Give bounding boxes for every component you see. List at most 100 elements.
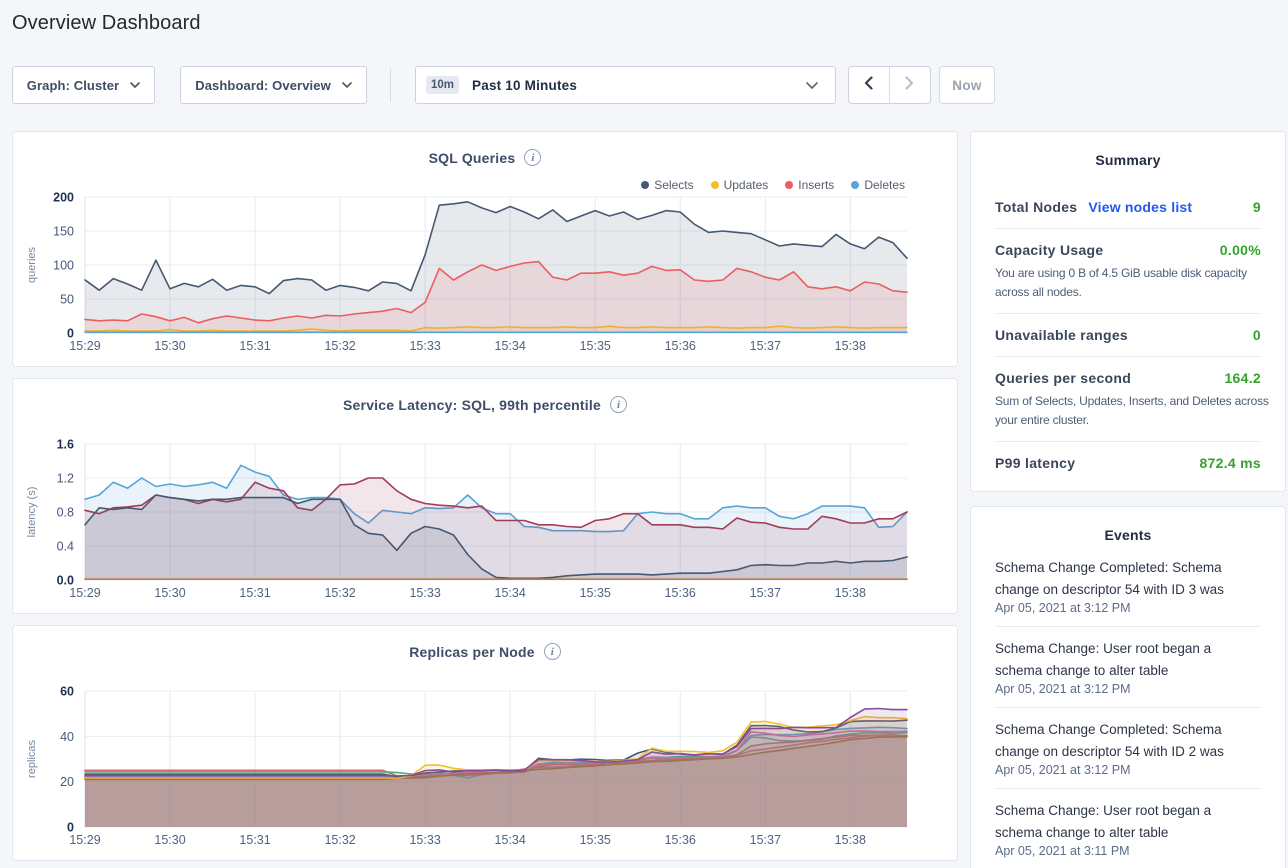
charts-column: SQL Queries i Selects Updates Inserts Deletes… [12,131,958,868]
x-tick-label: 15:33 [409,586,440,600]
summary-row-caption: Sum of Selects, Updates, Inserts, and De… [995,394,1269,427]
series-area-replicas-node-8 [85,716,907,827]
info-icon[interactable]: i [543,643,561,660]
x-tick-label: 15:35 [580,586,611,600]
x-tick-label: 15:36 [665,586,696,600]
legend-label: Updates [723,178,769,192]
view-nodes-list-link[interactable]: View nodes list [1088,199,1193,215]
graph-scope-dropdown[interactable]: Graph: Cluster [12,66,155,104]
x-tick-label: 15:38 [835,833,866,847]
sidebar: Summary Total Nodes View nodes list 9 Capac… [970,131,1286,868]
x-tick-label: 15:29 [69,833,100,847]
chart-panel-3: Replicas per Node i 0 20 40 60 15:29 15:30 15:31… [12,625,958,861]
chevron-path [905,75,914,90]
summary-rows: Total Nodes View nodes list 9 Capacity Usag… [995,186,1269,484]
y-tick-label: 0 [67,327,74,341]
x-tick-label: 15:32 [324,339,355,353]
time-range-label: Past 10 Minutes [472,77,578,93]
summary-row-value: 0.00% [1219,242,1261,258]
x-tick-label: 15:33 [409,339,440,353]
summary-row-label: Queries per second [995,370,1132,386]
series-line-replicas-node-9 [84,707,908,777]
dashboard-dropdown-label: Dashboard: Overview [195,77,331,93]
x-tick-label: 15:33 [409,833,440,847]
series-line-latency-node-1 [84,464,908,533]
x-tick-label: 15:37 [750,586,781,600]
time-range-badge: 10m [426,76,460,94]
chart-plot[interactable]: 0 50 100 150 200 15:29 15:30 15:31 15:32 15:33 15:… [13,192,957,357]
series-area-replicas-node-4 [85,730,907,827]
legend-label: Selects [654,178,694,192]
event-timestamp: Apr 05, 2021 at 3:12 PM [995,763,1131,777]
y-tick-label: 20 [60,775,74,789]
chevron-glyph [130,82,141,88]
chevron-down-icon [341,82,352,88]
x-tick-label: 15:34 [495,833,526,847]
chevron-left-icon [864,75,873,95]
summary-row: Total Nodes View nodes list 9 [995,186,1261,229]
summary-row: P99 latency 872.4 ms [995,442,1261,484]
info-icon[interactable]: i [609,396,627,413]
x-tick-label: 15:34 [495,586,526,600]
chart-panel-1: SQL Queries i Selects Updates Inserts Deletes… [12,131,958,367]
chevron-glyph [806,82,818,89]
series-line-latency-node-2 [84,477,908,530]
summary-row-value: 872.4 ms [1199,455,1261,471]
chart-header: SQL Queries i [13,149,957,166]
chart-plot[interactable]: 0 20 40 60 15:29 15:30 15:31 15:32 15:33 15:34 15:… [13,686,957,851]
event-item: Schema Change Completed: Schema change o… [995,708,1261,789]
summary-panel: Summary Total Nodes View nodes list 9 Capac… [970,131,1286,492]
x-tick-label: 15:31 [239,339,270,353]
events-title: Events [1104,527,1152,543]
chevron-path [865,75,873,90]
event-list: Schema Change Completed: Schema change o… [995,553,1261,868]
summary-row-caption: You are using 0 B of 4.5 GiB usable disk… [995,266,1247,299]
controls-divider [390,68,391,102]
now-button[interactable]: Now [939,66,995,104]
series-line-replicas-node-6 [84,736,908,781]
summary-row: Unavailable ranges 0 [995,314,1261,357]
series-area-Selects [85,201,907,333]
chart-header: Replicas per Node i [13,643,957,660]
series-area-Inserts [85,261,907,333]
info-icon[interactable]: i [524,149,542,166]
chart-title: Replicas per Node [409,643,535,660]
y-axis-title: replicas [26,740,38,778]
time-step-forward-button[interactable] [890,67,931,103]
dashboard-dropdown[interactable]: Dashboard: Overview [180,66,367,104]
event-message: Schema Change Completed: Schema change o… [995,722,1224,759]
series-line-latency-node-3 [84,494,908,580]
series-area-latency-node-1 [85,465,907,580]
series-area-replicas-node-5 [85,735,907,827]
legend-item[interactable]: Selects [641,178,694,192]
time-range-dropdown[interactable]: 10m Past 10 Minutes [415,66,836,104]
chart-plot[interactable]: 0.0 0.4 0.8 1.2 1.6 15:29 15:30 15:31 15:32 15:33… [13,439,957,604]
legend-item[interactable]: Updates [710,178,769,192]
x-tick-label: 15:38 [835,339,866,353]
controls-bar: Graph: Cluster Dashboard: Overview 10m P… [0,66,1288,104]
chart-title: Service Latency: SQL, 99th percentile [343,396,601,413]
summary-row-main: Queries per second 164.2 [995,368,1261,388]
series-area-replicas-node-3 [85,727,907,827]
y-tick-label: 200 [53,192,74,205]
legend-item[interactable]: Deletes [851,178,905,192]
chart-panel-2: Service Latency: SQL, 99th percentile i 0.… [12,378,958,614]
series-area-replicas-node-9 [85,708,907,827]
y-axis-title: queries [26,246,38,283]
legend-item[interactable]: Inserts [785,178,834,192]
x-tick-label: 15:34 [495,339,526,353]
event-timestamp: Apr 05, 2021 at 3:12 PM [995,601,1131,615]
y-tick-label: 1.6 [57,439,74,452]
summary-row-main: P99 latency 872.4 ms [995,453,1261,473]
chevron-down-icon [130,82,141,88]
y-tick-label: 0 [67,821,74,835]
time-step-back-button[interactable] [849,67,890,103]
summary-row-label: Total Nodes [995,199,1078,215]
legend-dot [710,181,719,189]
x-tick-label: 15:31 [239,586,270,600]
x-tick-label: 15:32 [324,586,355,600]
chevron-path [130,82,141,88]
x-tick-label: 15:36 [665,833,696,847]
y-axis-title: latency (s) [26,487,38,538]
